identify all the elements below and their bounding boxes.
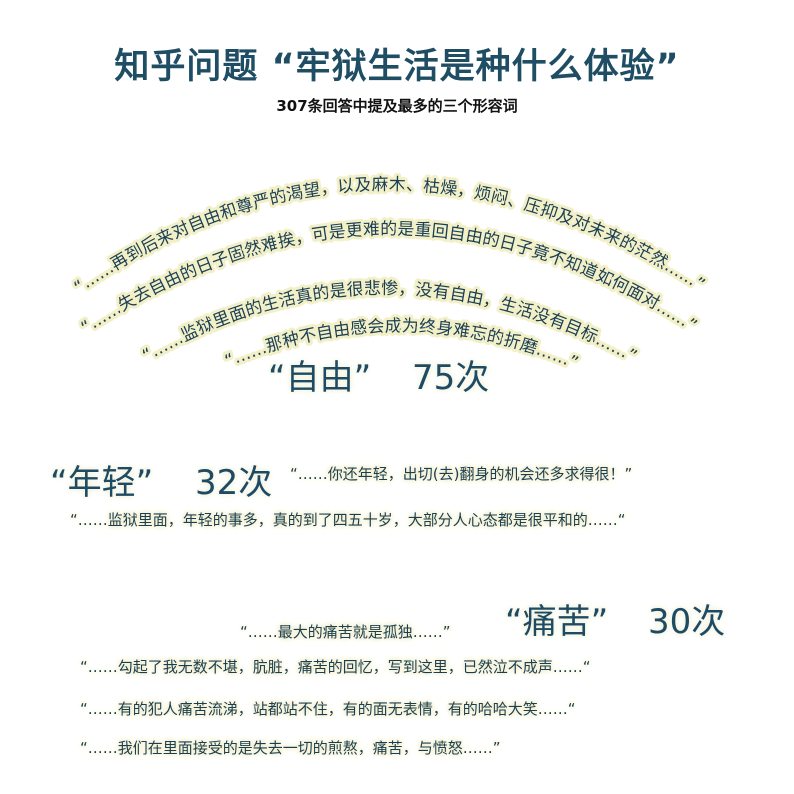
- pain-quote-2: “……勾起了我无数不堪，肮脏，痛苦的回忆，写到这里，已然泣不成声……“: [80, 658, 591, 676]
- pain-count: 30次: [648, 602, 726, 642]
- page-subtitle: 307条回答中提及最多的三个形容词: [276, 97, 518, 115]
- pain-quote-3: “……有的犯人痛苦流涕，站都站不住，有的面无表情，有的哈哈大笑……“: [80, 700, 576, 718]
- freedom-word: “自由”: [268, 358, 372, 398]
- youth-quote-1: “……你还年轻，出切(去)翻身的机会还多求得很！”: [290, 465, 633, 483]
- page-title: 知乎问题 “牢狱生活是种什么体验”: [114, 47, 680, 87]
- pain-quote-4: “……我们在里面接受的是失去一切的煎熬，痛苦，与愤怒……”: [80, 739, 501, 757]
- youth-quote-2: “……监狱里面，年轻的事多，真的到了四五十岁，大部分人心态都是很平和的……“: [70, 511, 626, 529]
- youth-count: 32次: [195, 463, 273, 503]
- pain-word: “痛苦”: [505, 602, 609, 642]
- youth-word: “年轻”: [50, 463, 154, 503]
- freedom-count: 75次: [412, 358, 490, 398]
- pain-quote-1: “……最大的痛苦就是孤独……”: [240, 623, 451, 641]
